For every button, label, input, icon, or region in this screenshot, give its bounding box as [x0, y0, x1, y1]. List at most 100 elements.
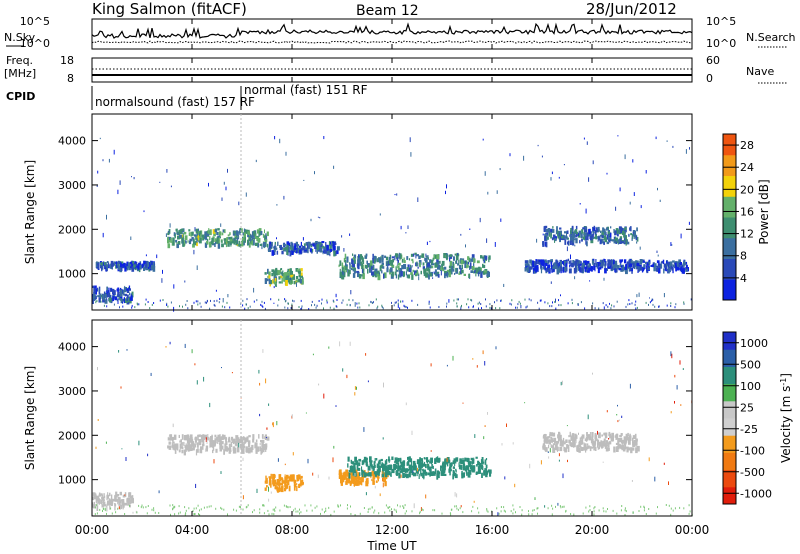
- power-scatter-cell: [385, 256, 389, 261]
- power-scatter-cell: [126, 261, 129, 267]
- velocity-near-range-cell: [537, 512, 538, 515]
- power-scatter-cell: [403, 260, 406, 264]
- power-speckle: [624, 154, 626, 160]
- velocity-scatter-cell: [363, 459, 366, 462]
- power-near-range-cell: [315, 306, 317, 309]
- power-scatter-cell: [564, 235, 566, 239]
- power-scatter-cell: [117, 298, 119, 304]
- power-near-range-cell: [292, 299, 293, 302]
- power-scatter-cell: [131, 262, 135, 266]
- power-near-range-cell: [670, 305, 672, 307]
- power-scatter-cell: [534, 261, 537, 267]
- velocity-near-range-cell: [279, 509, 281, 512]
- power-scatter-cell: [117, 261, 119, 266]
- power-speckle: [486, 238, 488, 243]
- power-scatter-cell: [319, 242, 322, 246]
- power-speckle: [689, 147, 690, 150]
- power-speckle: [657, 254, 659, 257]
- power-near-range-cell: [457, 298, 459, 301]
- velocity-scatter-cell: [181, 443, 183, 449]
- velocity-scatter-cell: [440, 470, 442, 476]
- power-scatter-cell: [460, 259, 464, 265]
- velocity-scatter-cell: [619, 437, 623, 442]
- velocity-speckle: [256, 488, 258, 493]
- power-scatter-cell: [424, 271, 427, 276]
- power-speckle: [608, 233, 610, 235]
- power-scatter-cell: [607, 259, 611, 262]
- xtick-label: 08:00: [275, 523, 310, 537]
- power-scatter-cell: [456, 253, 459, 257]
- power-near-range-cell: [403, 304, 405, 307]
- power-speckle: [165, 233, 167, 237]
- velocity-scatter-cell: [284, 487, 287, 492]
- velocity-scatter-cell: [355, 475, 358, 481]
- power-cbar-swatch: [723, 258, 736, 280]
- power-speckle: [102, 159, 104, 162]
- power-scatter-cell: [620, 265, 623, 268]
- power-scatter-region: [338, 252, 491, 281]
- noise-right-tick-bottom: 10^0: [706, 37, 736, 50]
- velocity-scatter-cell: [544, 447, 548, 452]
- power-scatter-cell: [412, 260, 414, 264]
- velocity-near-range-cell: [643, 505, 645, 508]
- power-near-range-cell: [375, 298, 377, 301]
- velocity-scatter-cell: [426, 461, 428, 464]
- power-near-range-cell: [683, 301, 685, 304]
- velocity-scatter-cell: [604, 432, 608, 439]
- power-scatter-cell: [267, 268, 269, 274]
- velocity-scatter-cell: [211, 440, 214, 442]
- power-scatter-cell: [259, 231, 263, 236]
- velocity-scatter-cell: [386, 475, 389, 478]
- velocity-near-range-cell: [338, 505, 340, 508]
- velocity-scatter-cell: [222, 434, 226, 440]
- power-scatter-cell: [214, 243, 216, 247]
- power-scatter-cell: [106, 290, 108, 295]
- power-scatter-cell: [121, 298, 125, 302]
- power-scatter-cell: [119, 298, 121, 301]
- velocity-speckle: [560, 381, 562, 386]
- power-scatter-cell: [319, 247, 323, 253]
- power-scatter-cell: [555, 260, 558, 264]
- velocity-near-range-cell: [146, 512, 148, 515]
- velocity-speckle: [135, 510, 137, 514]
- power-speckle: [343, 248, 345, 252]
- power-scatter-cell: [581, 263, 585, 269]
- power-speckle: [102, 232, 104, 238]
- velocity-scatter-cell: [351, 473, 354, 477]
- power-scatter-cell: [584, 226, 588, 233]
- power-scatter-cell: [449, 256, 453, 259]
- power-scatter-cell: [613, 229, 615, 234]
- velocity-scatter-cell: [617, 438, 621, 441]
- power-scatter-cell: [593, 265, 595, 271]
- velocity-speckle: [97, 419, 99, 421]
- velocity-scatter-cell: [422, 470, 424, 474]
- velocity-scatter-cell: [241, 444, 245, 447]
- power-cbar-tick-label: 8: [740, 250, 747, 263]
- power-speckle: [173, 306, 175, 312]
- power-near-range-cell: [530, 299, 532, 302]
- velocity-near-range-cell: [316, 505, 318, 508]
- power-near-range-cell: [428, 300, 430, 303]
- power-scatter-cell: [626, 241, 630, 245]
- power-near-range-cell: [213, 303, 215, 306]
- velocity-scatter-cell: [578, 432, 579, 435]
- velocity-speckle: [524, 402, 526, 404]
- velocity-near-range-cell: [347, 504, 348, 507]
- power-scatter-cell: [396, 269, 399, 272]
- power-scatter-cell: [101, 265, 103, 272]
- power-near-range-cell: [162, 299, 164, 301]
- velocity-scatter-cell: [389, 464, 392, 471]
- velocity-speckle: [506, 423, 507, 427]
- power-near-range-cell: [96, 300, 98, 302]
- power-scatter-cell: [122, 289, 125, 296]
- velocity-scatter-cell: [261, 441, 264, 448]
- power-speckle: [606, 172, 608, 175]
- velocity-speckle: [333, 445, 335, 449]
- power-cbar-tick-label: 24: [740, 161, 754, 174]
- power-scatter-cell: [301, 275, 303, 278]
- velocity-speckle: [125, 457, 127, 461]
- power-scatter-cell: [668, 267, 670, 274]
- power-scatter-cell: [253, 240, 255, 246]
- velocity-scatter-cell: [628, 440, 630, 444]
- velocity-scatter-cell: [621, 444, 624, 450]
